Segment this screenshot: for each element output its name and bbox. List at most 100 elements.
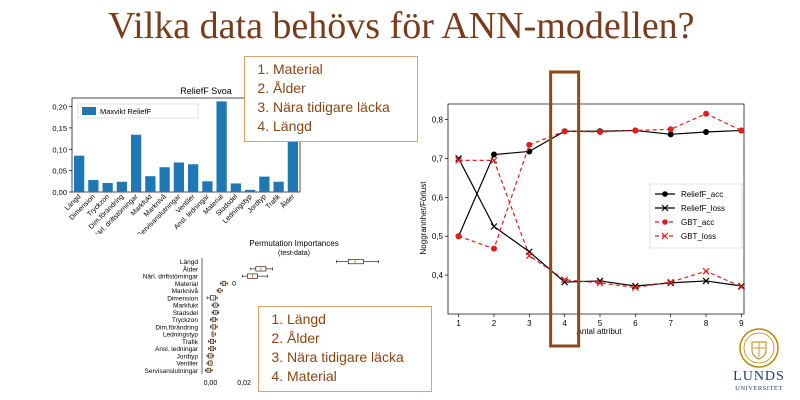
list-bottom-item: Ålder <box>287 329 425 348</box>
box-chart-title: Permutation Importances <box>249 239 338 248</box>
series-point <box>738 127 745 134</box>
box-x-tick-label: 0,00 <box>204 380 218 387</box>
list-top-item: Längd <box>273 117 411 136</box>
line-y-tick-label: 0,6 <box>432 193 444 202</box>
permutation-box-chart: Permutation Importances (test-data) Läng… <box>143 239 386 387</box>
legend-marker <box>662 191 668 197</box>
bar <box>130 134 142 192</box>
series-point <box>703 129 710 135</box>
box-y-tick-label: Material <box>175 281 199 288</box>
line-x-tick-label: 1 <box>456 319 461 328</box>
box <box>210 295 216 301</box>
bar <box>88 180 99 192</box>
line-x-tick-label: 9 <box>739 319 744 328</box>
box-y-tick-label: Servisanslutningar <box>145 368 199 375</box>
series-point <box>525 252 533 260</box>
bar-y-tick-label: 0,20 <box>52 103 67 112</box>
bar-legend-box <box>77 103 199 119</box>
box-y-tick-label: Tryckzon <box>172 317 199 324</box>
series-point <box>703 110 710 117</box>
bar-y-tick-label: 0,00 <box>52 188 67 197</box>
list-top-item: Ålder <box>273 79 411 98</box>
bar-legend-swatch <box>82 107 96 115</box>
bar <box>116 181 128 192</box>
series-point <box>702 267 710 275</box>
series-point <box>490 151 497 158</box>
bar <box>145 176 156 192</box>
line-x-tick-label: 6 <box>633 319 638 328</box>
bar <box>216 101 227 192</box>
box-y-tick-label: Närl. driftstörningar <box>143 274 199 281</box>
legend-marker <box>661 232 669 240</box>
legend-label: GBT_acc <box>681 218 714 227</box>
box-y-tick-label: Ledningstyp <box>163 332 198 339</box>
series-line <box>458 159 742 289</box>
bar <box>102 183 113 192</box>
series-point <box>632 127 639 134</box>
accuracy-loss-line-chart: 0,4 0,5 0,6 0,7 0,8 1 2 3 4 5 6 7 8 9 ReliefF_acc Relie… <box>419 103 745 336</box>
series-point <box>667 278 675 286</box>
line-y-tick-label: 0,7 <box>432 154 444 163</box>
line-chart-xlabel: Antal attribut <box>577 327 623 336</box>
bar <box>230 183 242 192</box>
bar <box>273 181 284 192</box>
line-x-tick-label: 4 <box>562 319 567 328</box>
series-point <box>667 131 674 138</box>
bar-x-tick-label: Ålder <box>278 192 296 210</box>
series-point <box>490 223 498 230</box>
lund-university-logo: LUNDS UNIVERSITET <box>733 328 784 392</box>
box-y-tick-label: Ansl. ledningar <box>155 346 199 353</box>
box-y-tick-label: Jordtyp <box>177 353 199 360</box>
bar-y-tick-label: 0,10 <box>52 145 67 154</box>
list-top-item: Material <box>273 60 411 79</box>
box-y-tick-label: Dimension <box>167 295 198 302</box>
series-point <box>455 233 462 240</box>
box-y-tick-label: Ålder <box>183 264 199 273</box>
logo-text-universitet: UNIVERSITET <box>735 385 783 392</box>
box-chart-subtitle: (test-data) <box>278 250 310 257</box>
box-y-tick-label: Dim.förändring <box>155 324 198 331</box>
bar <box>187 164 199 192</box>
line-y-tick-label: 0,4 <box>432 271 444 280</box>
bar-chart-title: ReliefF Svoa <box>180 86 232 96</box>
box-x-tick-label: 0,02 <box>237 380 251 387</box>
list-top-item: Nära tidigare läcka <box>273 98 411 117</box>
legend-label: GBT_loss <box>681 232 716 241</box>
line-y-tick-label: 0,5 <box>432 232 444 241</box>
series-point <box>631 282 639 290</box>
series-point <box>596 279 604 287</box>
box-y-tick-label: Marknivå <box>172 287 199 295</box>
series-point <box>667 126 674 133</box>
bar <box>202 181 213 192</box>
slide-title: Vilka data behövs för ANN-modellen? <box>108 5 695 47</box>
series-point <box>490 156 498 164</box>
line-x-tick-label: 3 <box>527 319 532 328</box>
legend-label: ReliefF_acc <box>681 190 723 199</box>
bar-x-tick-label: Trafik <box>265 193 282 210</box>
bar-legend-label: Maxvikt ReliefF <box>100 107 152 116</box>
line-x-tick-label: 8 <box>704 319 709 328</box>
line-x-tick-label: 7 <box>668 319 673 328</box>
series-point <box>597 129 603 135</box>
bar <box>244 189 256 192</box>
list-bottom-item: Material <box>287 367 425 386</box>
callout-bottom-ranking: Längd Ålder Nära tidigare läcka Material <box>258 306 432 392</box>
bar <box>73 155 85 192</box>
callout-top-ranking: Material Ålder Nära tidigare läcka Längd <box>244 56 418 142</box>
bar <box>159 167 170 192</box>
list-bottom-item: Nära tidigare läcka <box>287 348 425 367</box>
line-x-tick-label: 5 <box>598 319 603 328</box>
bar <box>259 176 270 192</box>
box-y-tick-label: Markfukt <box>173 303 198 310</box>
relieff-bar-chart: ReliefF Svoa 0,000,050,100,150,20LängdDi… <box>52 86 301 234</box>
line-chart-ylabel: Noggrannhet/Förlust <box>419 181 428 255</box>
line-y-tick-label: 0,8 <box>432 116 444 125</box>
bar <box>173 162 185 192</box>
series-point <box>490 245 497 252</box>
legend-marker <box>661 204 669 212</box>
line-plot-frame <box>447 103 745 315</box>
series-point <box>702 277 710 285</box>
series-point <box>455 156 463 164</box>
box-y-tick-label: Längd <box>180 259 198 266</box>
bar-plot-frame <box>71 97 301 193</box>
